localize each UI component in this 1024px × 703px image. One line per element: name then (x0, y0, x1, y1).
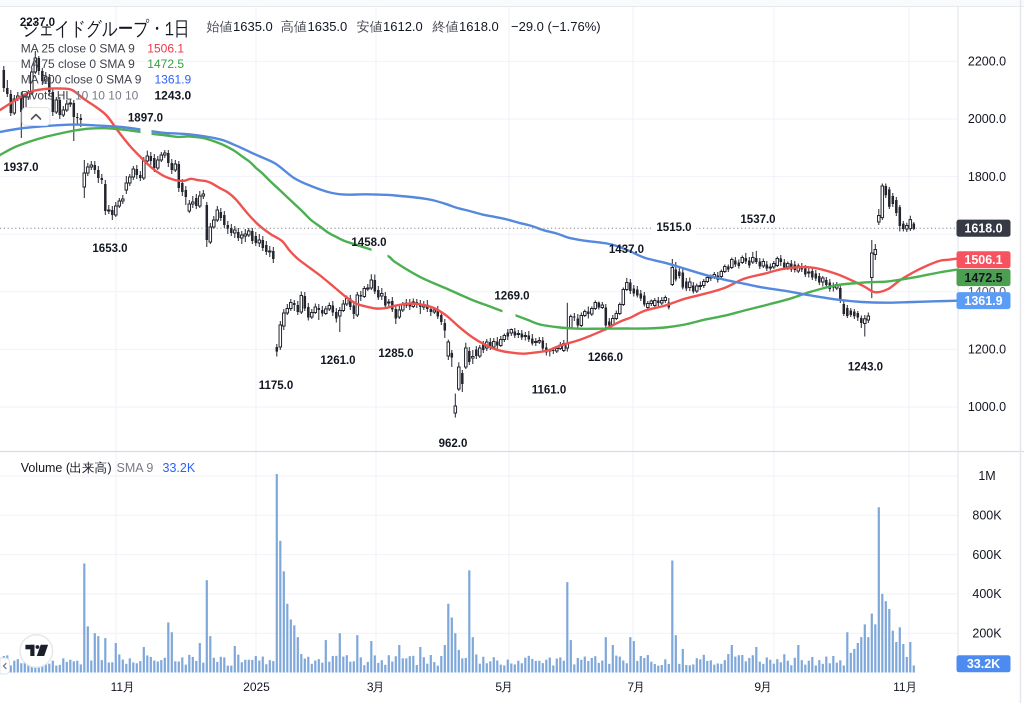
svg-text:9: 9 (754, 680, 761, 694)
svg-text:33.2K: 33.2K (163, 461, 196, 475)
svg-text:1506.1: 1506.1 (964, 253, 1002, 267)
svg-text:962.0: 962.0 (439, 438, 468, 450)
svg-text:11: 11 (111, 680, 124, 694)
svg-text:1506.1: 1506.1 (147, 42, 184, 56)
svg-text:MA 200 close 0 SMA 9: MA 200 close 0 SMA 9 (21, 73, 142, 87)
svg-text:1000.0: 1000.0 (968, 400, 1006, 414)
svg-text:1635.0: 1635.0 (308, 19, 348, 34)
svg-text:1618.0: 1618.0 (964, 221, 1002, 235)
svg-text:1266.0: 1266.0 (588, 352, 623, 364)
svg-text:1635.0: 1635.0 (233, 19, 273, 34)
svg-text:1458.0: 1458.0 (351, 237, 386, 249)
svg-text:Volume (: Volume ( (21, 461, 71, 475)
svg-text:MA 25 close 0 SMA 9: MA 25 close 0 SMA 9 (21, 42, 135, 56)
svg-text:7: 7 (627, 680, 634, 694)
svg-text:1937.0: 1937.0 (3, 162, 38, 174)
svg-text:1M: 1M (978, 469, 995, 483)
svg-text:SMA 9: SMA 9 (117, 461, 154, 475)
svg-text:1472.5: 1472.5 (964, 271, 1002, 285)
svg-text:1200.0: 1200.0 (968, 343, 1006, 357)
svg-text:1161.0: 1161.0 (532, 385, 567, 397)
svg-text:1243.0: 1243.0 (155, 89, 192, 103)
svg-text:1537.0: 1537.0 (740, 214, 775, 226)
svg-text:1618.0: 1618.0 (459, 19, 499, 34)
svg-text:200K: 200K (972, 626, 1002, 640)
svg-text:Pivots HL 10 10 10 10: Pivots HL 10 10 10 10 (21, 89, 139, 103)
svg-text:MA 75 close 0 SMA 9: MA 75 close 0 SMA 9 (21, 57, 135, 71)
svg-text:2000.0: 2000.0 (968, 112, 1006, 126)
svg-text:1612.0: 1612.0 (383, 19, 423, 34)
svg-text:1269.0: 1269.0 (494, 291, 529, 303)
svg-text:1361.9: 1361.9 (155, 73, 192, 87)
svg-text:−29.0 (−1.76%): −29.0 (−1.76%) (511, 19, 601, 34)
svg-text:1361.9: 1361.9 (964, 294, 1002, 308)
svg-text:1472.5: 1472.5 (147, 57, 184, 71)
svg-text:3: 3 (367, 680, 374, 694)
svg-text:2200.0: 2200.0 (968, 55, 1006, 69)
svg-text:1243.0: 1243.0 (848, 362, 883, 374)
svg-text:1261.0: 1261.0 (320, 355, 355, 367)
svg-text:2237.0: 2237.0 (20, 17, 55, 29)
svg-text:5: 5 (495, 680, 502, 694)
svg-text:1897.0: 1897.0 (128, 113, 163, 125)
svg-text:1437.0: 1437.0 (609, 244, 644, 256)
svg-text:33.2K: 33.2K (967, 657, 1000, 671)
svg-text:600K: 600K (972, 548, 1002, 562)
svg-text:11: 11 (893, 680, 906, 694)
svg-text:1653.0: 1653.0 (92, 243, 127, 255)
svg-text:1285.0: 1285.0 (378, 348, 413, 360)
svg-text:1175.0: 1175.0 (259, 380, 294, 392)
svg-text:800K: 800K (972, 509, 1002, 523)
svg-text:2025: 2025 (243, 680, 270, 694)
svg-text:1515.0: 1515.0 (656, 222, 691, 234)
svg-text:1800.0: 1800.0 (968, 170, 1006, 184)
svg-text:): ) (108, 461, 112, 475)
svg-text:400K: 400K (972, 587, 1002, 601)
